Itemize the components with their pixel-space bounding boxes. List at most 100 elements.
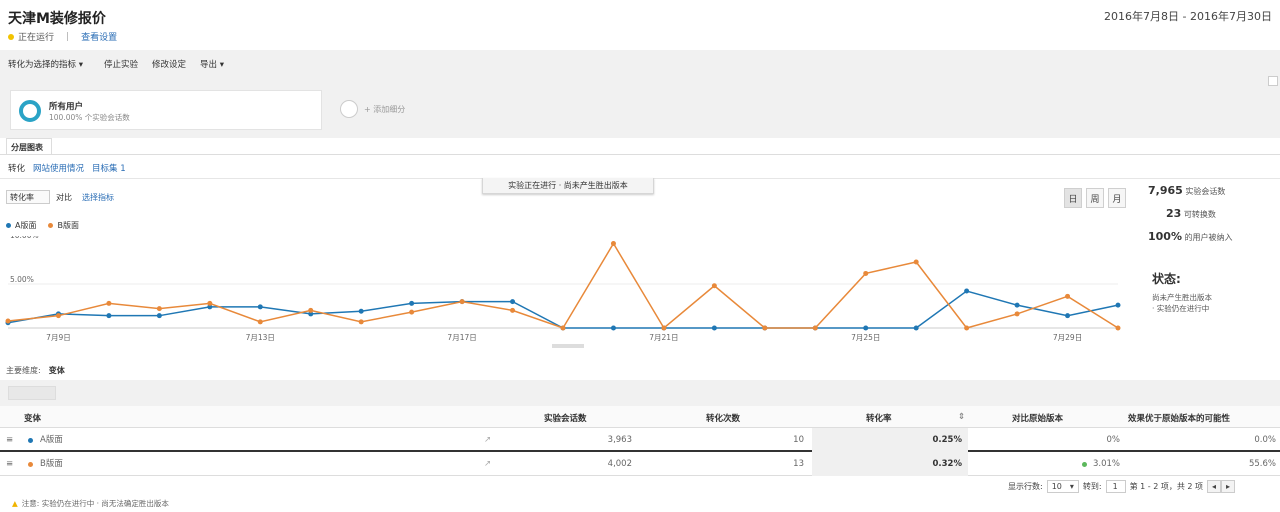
- period-week-button[interactable]: 周: [1086, 188, 1104, 208]
- series-1-point: [1014, 311, 1020, 317]
- series-1-point: [1115, 325, 1121, 331]
- series-0-point: [1115, 302, 1121, 308]
- x-tick-label: 7月9日: [46, 333, 71, 342]
- series-1-point: [964, 325, 970, 331]
- series-1-point: [1065, 293, 1071, 299]
- row-a-highlight: [812, 428, 968, 452]
- rows-select-value: 10: [1051, 482, 1062, 491]
- date-range[interactable]: 2016年7月8日 - 2016年7月30日: [1104, 10, 1272, 23]
- toolbar-convert-menu[interactable]: 转化为选择的指标 ▾: [8, 60, 83, 70]
- pagination: 显示行数: 10 ▾ 转到: 1 第 1 - 2 项，共 2 项 ◂ ▸: [1008, 480, 1236, 493]
- sort-indicator-icon[interactable]: ⇕: [958, 412, 966, 422]
- row-a-preview-icon[interactable]: ↗: [484, 435, 492, 445]
- row-a-name[interactable]: A版面: [40, 435, 63, 445]
- legend-a-label: A版面: [15, 221, 37, 230]
- rows-select-chevron-down-icon: ▾: [1069, 482, 1074, 491]
- series-0-point: [610, 325, 616, 331]
- col-compare[interactable]: 对比原始版本: [1012, 414, 1064, 424]
- col-rate[interactable]: 转化率: [866, 414, 892, 424]
- stat-status-text-2: · 实验仍在进行中: [1152, 304, 1210, 313]
- toolbar-edit-button[interactable]: 修改设定: [152, 60, 187, 70]
- x-tick-label: 7月29日: [1053, 333, 1082, 342]
- series-1-point: [863, 270, 869, 276]
- dimension-value[interactable]: 变体: [48, 366, 65, 375]
- next-page-button[interactable]: ▸: [1221, 480, 1236, 493]
- row-b-sessions: 4,002: [607, 459, 632, 469]
- dimension-row: 主要维度: 变体: [6, 365, 65, 376]
- add-segment[interactable]: + 添加细分: [340, 100, 405, 118]
- stat-status-text-1: 尚未产生胜出版本: [1152, 293, 1212, 302]
- table-row-b[interactable]: ≡ B版面 ↗ 4,002 13 0.32% 3.01% 55.6%: [0, 452, 1280, 476]
- series-1-point: [358, 319, 364, 325]
- series-0-point: [964, 288, 970, 294]
- series-1-point: [711, 283, 717, 289]
- series-0-point: [409, 300, 415, 306]
- series-line-1: [7, 242, 1119, 330]
- row-b-preview-icon[interactable]: ↗: [484, 459, 492, 469]
- series-1-point: [5, 318, 11, 324]
- segment-ring-icon: [19, 100, 41, 122]
- col-conversions[interactable]: 转化次数: [706, 414, 741, 424]
- series-0-point: [106, 313, 112, 319]
- settings-link[interactable]: 查看设置: [81, 33, 118, 43]
- legend-a-dot-icon: [6, 223, 11, 228]
- col-variant[interactable]: 变体: [24, 414, 42, 424]
- period-day-button[interactable]: 日: [1064, 188, 1082, 208]
- status-dot-icon: [8, 33, 14, 40]
- rows-select[interactable]: 10 ▾: [1046, 480, 1079, 493]
- stat-sessions-label: 实验会话数: [1185, 187, 1226, 196]
- subnav: 转化 网站使用情况 目标集 1: [8, 162, 126, 174]
- toolbar-stop-button[interactable]: 停止实验: [104, 60, 139, 70]
- row-b-compare: 3.01%: [1092, 459, 1120, 469]
- metric-dropdown-label: 转化率: [10, 193, 34, 202]
- metric-dropdown[interactable]: 转化率: [6, 190, 50, 204]
- period-month-button[interactable]: 月: [1108, 188, 1126, 208]
- secondary-dimension-button[interactable]: [8, 386, 56, 400]
- page-title: 天津M装修报价: [8, 11, 106, 27]
- status-separator: |: [66, 31, 70, 42]
- series-0-point: [1065, 313, 1071, 319]
- row-b-probability: 55.6%: [1248, 459, 1276, 469]
- series-0-point: [308, 311, 314, 317]
- col-sessions[interactable]: 实验会话数: [544, 414, 587, 424]
- status-text: 正在运行: [18, 33, 55, 43]
- prev-page-button[interactable]: ◂: [1207, 480, 1222, 493]
- series-1-point: [257, 319, 263, 325]
- series-line-0: [7, 290, 1119, 329]
- row-a-sessions: 3,963: [607, 435, 632, 445]
- goto-input[interactable]: 1: [1105, 480, 1126, 493]
- col-probability[interactable]: 效果优于原始版本的可能性: [1128, 414, 1231, 424]
- x-tick-label: 7月13日: [246, 333, 275, 342]
- goto-label: 转到:: [1082, 482, 1102, 491]
- footer-note-text: 注意: 实验仍在进行中 · 尚无法确定胜出版本: [21, 499, 169, 508]
- stat-traffic: 100% 的用户被纳入: [1148, 230, 1233, 243]
- series-1-point: [156, 306, 162, 312]
- page-range: 第 1 - 2 项，共 2 项: [1129, 482, 1204, 491]
- row-b-name[interactable]: B版面: [40, 459, 63, 469]
- row-b-leader-dot-icon: [1082, 462, 1087, 467]
- stat-sessions-value: 7,965: [1148, 184, 1183, 197]
- x-tick-label: 7月21日: [649, 333, 678, 342]
- stat-traffic-value: 100%: [1148, 230, 1182, 243]
- segment-title: 所有用户: [49, 102, 84, 112]
- row-b-conversions: 13: [793, 459, 804, 469]
- legend-b-label: B版面: [57, 221, 79, 230]
- collapse-icon[interactable]: [1268, 76, 1278, 86]
- subnav-goal-link[interactable]: 目标集 1: [92, 164, 126, 174]
- series-1-point: [55, 313, 61, 319]
- segment-all-users[interactable]: 所有用户 100.00% 个实验会话数: [10, 90, 322, 130]
- row-a-probability: 0.0%: [1254, 435, 1276, 445]
- series-1-point: [762, 325, 768, 331]
- subnav-site-usage-link[interactable]: 网站使用情况: [33, 164, 85, 174]
- row-a-compare: 0%: [1106, 435, 1121, 445]
- row-a-rate: 0.25%: [932, 435, 963, 445]
- series-0-point: [207, 304, 213, 310]
- experiment-notice: 实验正在进行 · 尚未产生胜出版本: [482, 178, 654, 194]
- toolbar-export-menu[interactable]: 导出 ▾: [200, 60, 224, 70]
- select-metric-link[interactable]: 选择指标: [82, 193, 114, 202]
- series-1-point: [812, 325, 818, 331]
- series-1-point: [308, 307, 314, 313]
- tab-explorer[interactable]: 分层图表: [6, 138, 52, 154]
- row-a-dot-icon: [28, 438, 33, 443]
- table-row-a[interactable]: ≡ A版面 ↗ 3,963 10 0.25% 0% 0.0%: [0, 428, 1280, 452]
